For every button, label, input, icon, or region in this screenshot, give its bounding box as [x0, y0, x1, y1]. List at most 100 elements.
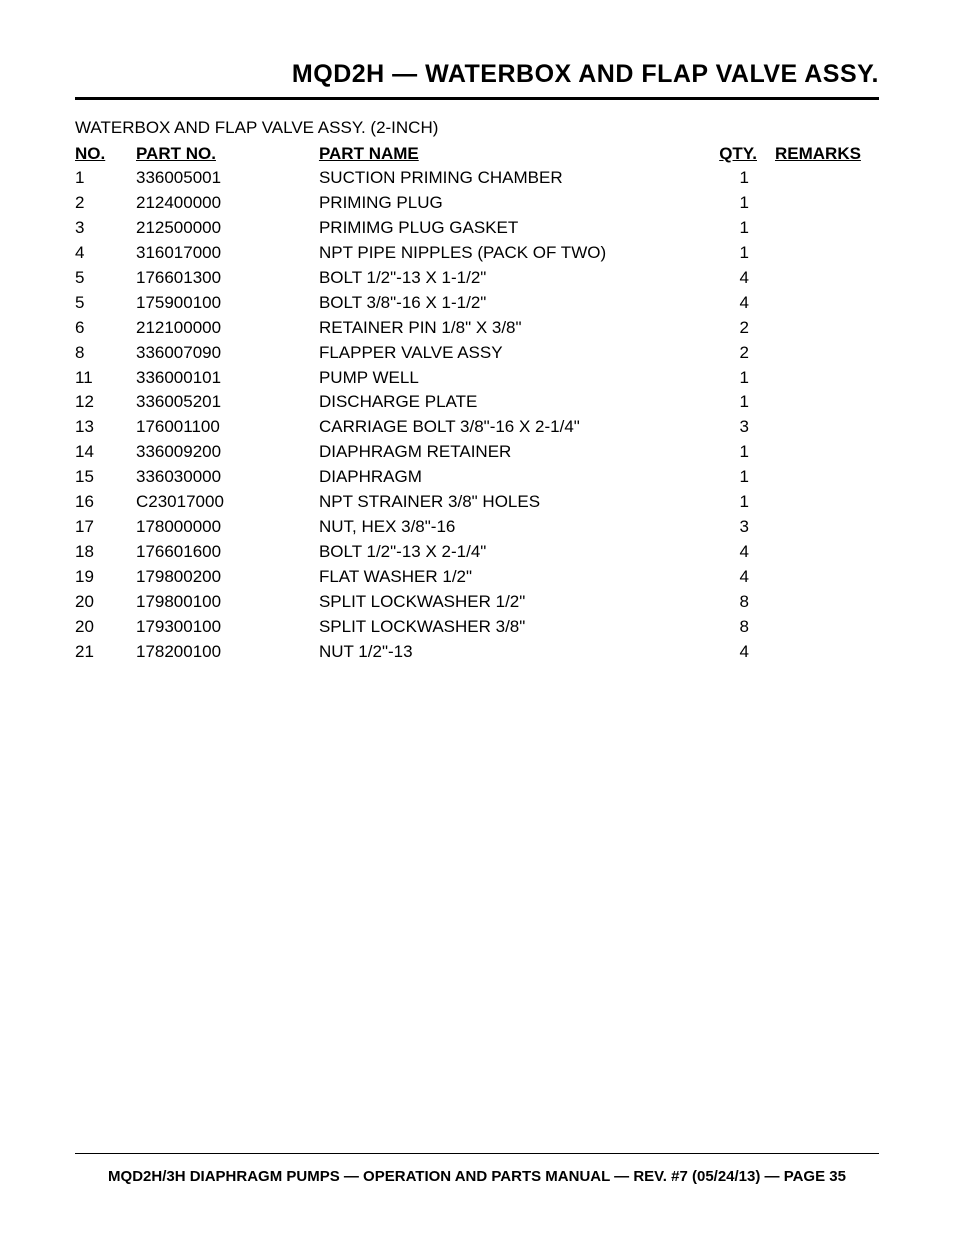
cell-partname: PUMP WELL — [319, 366, 696, 391]
cell-partno: 179800100 — [136, 590, 319, 615]
cell-remarks — [757, 515, 879, 540]
table-row: 11336000101PUMP WELL1 — [75, 366, 879, 391]
header-qty: QTY. — [696, 142, 757, 166]
table-row: 1336005001SUCTION PRIMING CHAMBER1 — [75, 166, 879, 191]
cell-remarks — [757, 615, 879, 640]
cell-remarks — [757, 316, 879, 341]
cell-remarks — [757, 366, 879, 391]
cell-partno: 179300100 — [136, 615, 319, 640]
table-row: 5175900100BOLT 3/8"-16 X 1-1/2"4 — [75, 291, 879, 316]
cell-partno: 212400000 — [136, 191, 319, 216]
cell-partname: NUT 1/2"-13 — [319, 640, 696, 665]
parts-tbody: 1336005001SUCTION PRIMING CHAMBER1221240… — [75, 166, 879, 665]
cell-remarks — [757, 191, 879, 216]
table-row: 3212500000PRIMIMG PLUG GASKET1 — [75, 216, 879, 241]
cell-remarks — [757, 216, 879, 241]
cell-remarks — [757, 390, 879, 415]
cell-no: 12 — [75, 390, 136, 415]
cell-partname: FLAT WASHER 1/2" — [319, 565, 696, 590]
cell-remarks — [757, 540, 879, 565]
cell-qty: 2 — [696, 316, 757, 341]
cell-no: 6 — [75, 316, 136, 341]
cell-partno: 212500000 — [136, 216, 319, 241]
cell-qty: 1 — [696, 390, 757, 415]
cell-partname: NPT PIPE NIPPLES (PACK OF TWO) — [319, 241, 696, 266]
cell-remarks — [757, 465, 879, 490]
header-remarks: REMARKS — [757, 142, 879, 166]
cell-partname: FLAPPER VALVE ASSY — [319, 341, 696, 366]
table-row: 20179300100SPLIT LOCKWASHER 3/8"8 — [75, 615, 879, 640]
page-title: MQD2H — WATERBOX AND FLAP VALVE ASSY. — [75, 60, 879, 100]
cell-partno: 176601300 — [136, 266, 319, 291]
cell-remarks — [757, 291, 879, 316]
cell-partname: DIAPHRAGM RETAINER — [319, 440, 696, 465]
footer: MQD2H/3H DIAPHRAGM PUMPS — OPERATION AND… — [75, 1153, 879, 1185]
cell-partno: 176601600 — [136, 540, 319, 565]
cell-no: 20 — [75, 615, 136, 640]
cell-partno: 212100000 — [136, 316, 319, 341]
table-row: 13176001100CARRIAGE BOLT 3/8"-16 X 2-1/4… — [75, 415, 879, 440]
cell-remarks — [757, 565, 879, 590]
cell-partno: 178000000 — [136, 515, 319, 540]
cell-no: 1 — [75, 166, 136, 191]
table-row: 19179800200FLAT WASHER 1/2"4 — [75, 565, 879, 590]
cell-no: 20 — [75, 590, 136, 615]
cell-partname: PRIMING PLUG — [319, 191, 696, 216]
cell-no: 4 — [75, 241, 136, 266]
cell-qty: 3 — [696, 515, 757, 540]
table-row: 16C23017000NPT STRAINER 3/8" HOLES1 — [75, 490, 879, 515]
cell-qty: 1 — [696, 166, 757, 191]
cell-partno: 175900100 — [136, 291, 319, 316]
cell-partno: C23017000 — [136, 490, 319, 515]
table-row: 14336009200DIAPHRAGM RETAINER1 — [75, 440, 879, 465]
cell-no: 19 — [75, 565, 136, 590]
cell-qty: 1 — [696, 366, 757, 391]
cell-remarks — [757, 241, 879, 266]
cell-partno: 336007090 — [136, 341, 319, 366]
table-row: 5176601300BOLT 1/2"-13 X 1-1/2"4 — [75, 266, 879, 291]
cell-partno: 316017000 — [136, 241, 319, 266]
cell-partname: CARRIAGE BOLT 3/8"-16 X 2-1/4" — [319, 415, 696, 440]
table-row: 12336005201DISCHARGE PLATE1 — [75, 390, 879, 415]
cell-qty: 4 — [696, 565, 757, 590]
parts-table: NO. PART NO. PART NAME QTY. REMARKS 1336… — [75, 142, 879, 665]
cell-partno: 336005201 — [136, 390, 319, 415]
cell-qty: 1 — [696, 241, 757, 266]
table-row: 17178000000NUT, HEX 3/8"-163 — [75, 515, 879, 540]
cell-partname: NUT, HEX 3/8"-16 — [319, 515, 696, 540]
cell-qty: 8 — [696, 590, 757, 615]
cell-remarks — [757, 640, 879, 665]
cell-partname: BOLT 1/2"-13 X 2-1/4" — [319, 540, 696, 565]
table-row: 15336030000DIAPHRAGM1 — [75, 465, 879, 490]
cell-qty: 4 — [696, 640, 757, 665]
cell-partno: 176001100 — [136, 415, 319, 440]
cell-partname: SUCTION PRIMING CHAMBER — [319, 166, 696, 191]
cell-qty: 4 — [696, 266, 757, 291]
cell-qty: 1 — [696, 490, 757, 515]
cell-remarks — [757, 415, 879, 440]
cell-partno: 179800200 — [136, 565, 319, 590]
subtitle: WATERBOX AND FLAP VALVE ASSY. (2-INCH) — [75, 118, 879, 138]
cell-no: 18 — [75, 540, 136, 565]
header-no: NO. — [75, 142, 136, 166]
cell-remarks — [757, 266, 879, 291]
cell-no: 14 — [75, 440, 136, 465]
cell-remarks — [757, 341, 879, 366]
cell-no: 21 — [75, 640, 136, 665]
cell-partno: 336000101 — [136, 366, 319, 391]
table-row: 2212400000PRIMING PLUG1 — [75, 191, 879, 216]
cell-qty: 1 — [696, 191, 757, 216]
cell-partname: BOLT 3/8"-16 X 1-1/2" — [319, 291, 696, 316]
cell-partno: 336009200 — [136, 440, 319, 465]
cell-partname: DISCHARGE PLATE — [319, 390, 696, 415]
cell-remarks — [757, 440, 879, 465]
cell-partno: 336030000 — [136, 465, 319, 490]
cell-qty: 4 — [696, 540, 757, 565]
cell-partname: PRIMIMG PLUG GASKET — [319, 216, 696, 241]
cell-partname: RETAINER PIN 1/8" X 3/8" — [319, 316, 696, 341]
cell-no: 17 — [75, 515, 136, 540]
cell-remarks — [757, 490, 879, 515]
cell-no: 8 — [75, 341, 136, 366]
cell-remarks — [757, 590, 879, 615]
cell-qty: 1 — [696, 216, 757, 241]
